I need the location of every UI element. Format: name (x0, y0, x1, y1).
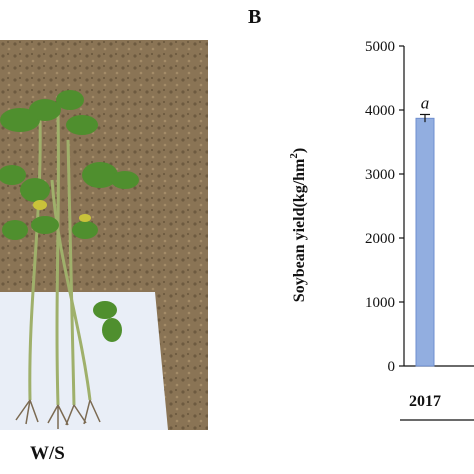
y-axis-label: Soybean yield(kg/hm2) (288, 148, 308, 302)
x-tick-label: 2017 (409, 393, 441, 410)
y-tick-label: 2000 (365, 231, 395, 247)
panel-label-b: B (248, 6, 262, 28)
soybean-plants-photo (0, 40, 208, 430)
soybean-plants-illustration (0, 40, 208, 430)
y-tick-label: 4000 (365, 103, 395, 119)
soybean-yield-chart: Soybean yield(kg/hm2) 0 1000 2000 3000 4000 5… (270, 0, 474, 474)
y-axis-label-superscript: 2 (288, 153, 300, 159)
y-tick-label: 3000 (365, 167, 395, 183)
bar-chart-canvas: Soybean yield(kg/hm2) 0 1000 2000 3000 4000 5… (288, 39, 474, 421)
photo-caption: W/S (30, 443, 65, 464)
bar (415, 117, 435, 367)
significance-label: a (421, 93, 430, 112)
y-tick-label: 5000 (365, 39, 395, 55)
y-axis-label-end: ) (291, 148, 308, 153)
y-tick-label: 1000 (365, 295, 395, 311)
y-tick-label: 0 (388, 359, 396, 375)
svg-text:Soybean yield(kg/hm2): Soybean yield(kg/hm2) (288, 148, 308, 302)
y-axis-label-main: Soybean yield(kg/hm (291, 158, 308, 302)
